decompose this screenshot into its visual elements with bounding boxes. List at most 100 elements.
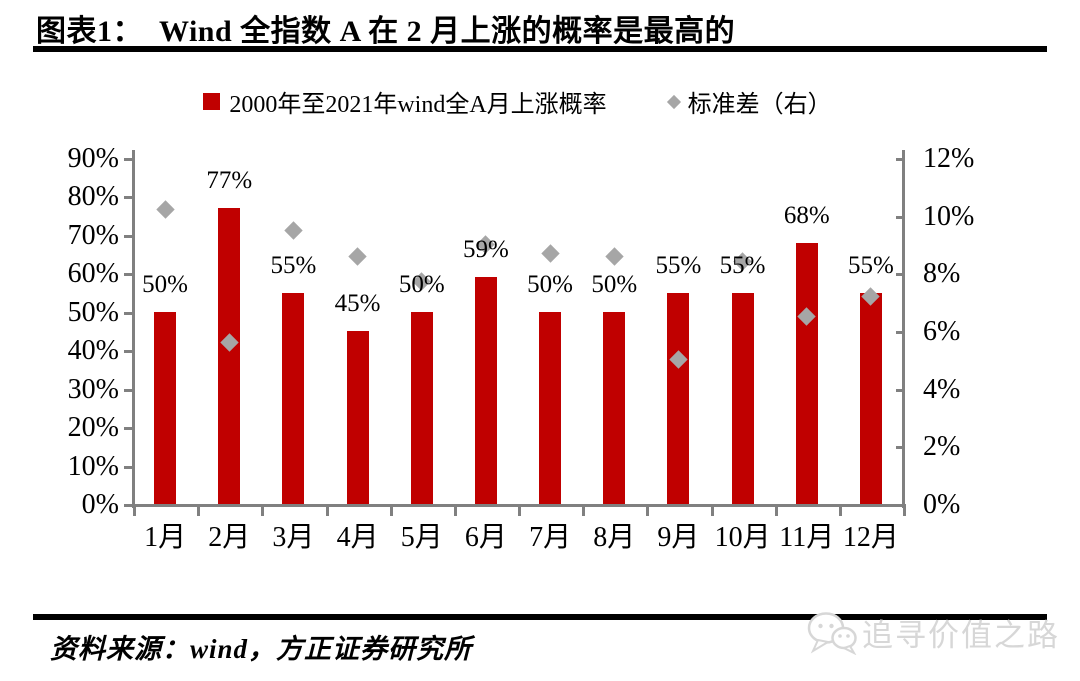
- x-axis-tick: [261, 507, 265, 516]
- y-axis-left-tick: [124, 158, 133, 161]
- bar: [346, 331, 369, 504]
- legend-bar-swatch-icon: [203, 93, 221, 110]
- y-axis-left-label: 10%: [67, 450, 119, 482]
- x-axis-label: 10月: [714, 522, 771, 553]
- bar: [282, 292, 305, 504]
- y-axis-right-label: 4%: [923, 373, 961, 405]
- y-axis-left-label: 40%: [67, 335, 119, 367]
- chat-bubbles-icon: [807, 611, 857, 655]
- y-axis-right-label: 8%: [923, 258, 961, 290]
- std-marker: [540, 243, 560, 263]
- x-axis-tick: [325, 507, 329, 516]
- std-marker: [284, 220, 303, 240]
- x-axis-tick: [133, 507, 136, 516]
- bar: [410, 311, 433, 504]
- y-axis-right-tick: [896, 504, 905, 507]
- watermark: 追寻价值之路: [806, 610, 1060, 655]
- x-axis-tick: [389, 507, 393, 516]
- bar-value-label: 68%: [783, 201, 830, 229]
- x-axis-label: 12月: [842, 522, 899, 553]
- bar-value-label: 55%: [270, 251, 317, 279]
- bar: [795, 242, 818, 504]
- y-axis-left-tick: [124, 465, 133, 469]
- bar: [218, 207, 241, 504]
- x-axis-label: 1月: [144, 522, 187, 553]
- y-axis-right-label: 10%: [923, 200, 975, 232]
- x-axis-tick: [838, 507, 842, 516]
- x-axis-label: 3月: [272, 522, 315, 553]
- bar: [667, 292, 690, 504]
- x-axis-tick: [518, 507, 521, 516]
- bar-value-label: 45%: [334, 290, 381, 317]
- y-axis-left-tick: [124, 504, 133, 507]
- x-axis-label: 2月: [208, 522, 251, 553]
- x-axis-tick: [197, 507, 201, 516]
- legend-item-std: 标准差（右）: [666, 84, 832, 119]
- bar: [859, 292, 882, 504]
- y-axis-left-label: 60%: [67, 258, 119, 290]
- watermark-text: 追寻价值之路: [862, 618, 1060, 653]
- y-axis-left-label: 20%: [67, 412, 119, 444]
- legend-std-label: 标准差（右）: [687, 92, 832, 118]
- legend-item-probability: 2000年至2021年wind全A月上涨概率: [203, 84, 607, 119]
- bar: [603, 311, 626, 504]
- y-axis-left-tick: [124, 234, 133, 238]
- y-axis-right-tick: [896, 388, 905, 392]
- x-axis-tick: [710, 507, 714, 516]
- y-axis-left-label: 0%: [81, 489, 119, 520]
- y-axis-left-tick: [124, 273, 133, 277]
- x-axis-tick: [582, 507, 586, 516]
- y-axis-right-label: 6%: [923, 316, 961, 347]
- chart-legend: 2000年至2021年wind全A月上涨概率 标准差（右）: [0, 84, 1035, 119]
- std-marker: [605, 246, 624, 266]
- y-axis-right-label: 0%: [923, 489, 961, 520]
- bar-value-label: 55%: [847, 251, 894, 279]
- y-axis-right-tick: [896, 446, 905, 450]
- x-axis-label: 11月: [779, 522, 835, 553]
- bar-value-label: 59%: [462, 236, 509, 264]
- bar: [154, 311, 177, 504]
- y-axis-left-tick: [124, 427, 133, 431]
- bar: [539, 311, 562, 504]
- x-axis-label: 8月: [593, 522, 636, 553]
- y-axis-right-tick: [896, 158, 905, 161]
- x-axis-label: 4月: [336, 522, 379, 553]
- y-axis-left-line: [132, 150, 135, 508]
- y-axis-right-tick: [896, 273, 905, 277]
- bar-value-label: 50%: [591, 270, 638, 298]
- footer-divider: [33, 614, 1047, 620]
- bar-value-label: 55%: [719, 251, 766, 279]
- legend-bar-label: 2000年至2021年wind全A月上涨概率: [229, 92, 607, 118]
- y-axis-right-tick: [896, 215, 905, 219]
- x-axis-label: 7月: [529, 522, 572, 553]
- bar-value-label: 50%: [527, 270, 573, 298]
- y-axis-left-label: 50%: [67, 296, 119, 328]
- x-axis-label: 6月: [464, 522, 507, 553]
- bar-value-label: 50%: [398, 270, 445, 298]
- y-axis-left-label: 70%: [67, 219, 119, 251]
- y-axis-left-tick: [124, 350, 133, 354]
- bar-value-label: 77%: [206, 166, 253, 194]
- x-axis-label: 5月: [400, 522, 443, 553]
- y-axis-right-line: [902, 150, 905, 508]
- x-axis-line: [130, 504, 906, 507]
- bar: [474, 277, 497, 504]
- x-axis-tick: [903, 507, 906, 516]
- x-axis-label: 9月: [657, 522, 700, 553]
- y-axis-left-label: 90%: [67, 143, 119, 174]
- bar-value-label: 55%: [655, 251, 702, 279]
- x-axis-tick: [453, 507, 457, 516]
- source-note: 资料来源：wind，方正证券研究所: [50, 634, 473, 664]
- title-divider: [33, 46, 1047, 52]
- y-axis-left-tick: [124, 311, 133, 315]
- bar-value-label: 50%: [142, 270, 188, 298]
- figure-title: 图表1： Wind 全指数 A 在 2 月上涨的概率是最高的: [36, 15, 736, 48]
- std-marker: [155, 200, 175, 220]
- bar: [731, 292, 754, 504]
- y-axis-left-label: 30%: [67, 373, 119, 405]
- x-axis-tick: [646, 507, 650, 516]
- y-axis-right-label: 2%: [923, 431, 961, 463]
- x-axis-tick: [774, 507, 778, 516]
